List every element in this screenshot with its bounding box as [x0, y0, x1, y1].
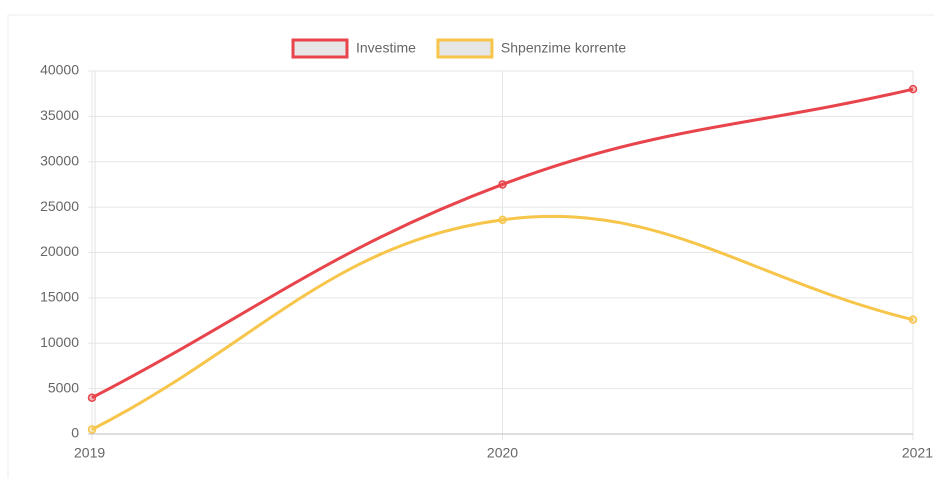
- y-tick-label: 0: [71, 425, 79, 441]
- legend-label: Investime: [356, 40, 416, 56]
- legend-label: Shpenzime korrente: [501, 40, 627, 56]
- x-tick-label: 2021: [902, 445, 933, 461]
- legend-swatch: [291, 38, 349, 59]
- y-tick-label: 40000: [40, 62, 79, 78]
- y-tick-label: 25000: [40, 198, 79, 214]
- data-point: [498, 180, 507, 189]
- data-point: [87, 425, 97, 434]
- data-point: [908, 315, 918, 324]
- y-tick-label: 20000: [40, 243, 79, 259]
- x-tick-label: 2019: [74, 445, 105, 461]
- data-point: [87, 393, 97, 402]
- series-line: [91, 87, 914, 400]
- x-tick-label: 2020: [487, 445, 518, 461]
- data-point: [498, 215, 507, 225]
- y-tick-label: 5000: [48, 379, 79, 395]
- y-tick-label: 35000: [40, 107, 79, 123]
- data-point: [908, 84, 918, 94]
- legend-swatch: [436, 38, 494, 59]
- series-line: [91, 215, 914, 431]
- card-border: [7, 14, 934, 478]
- y-tick-label: 15000: [40, 289, 79, 305]
- y-tick-label: 10000: [40, 334, 79, 350]
- y-tick-label: 30000: [40, 152, 79, 168]
